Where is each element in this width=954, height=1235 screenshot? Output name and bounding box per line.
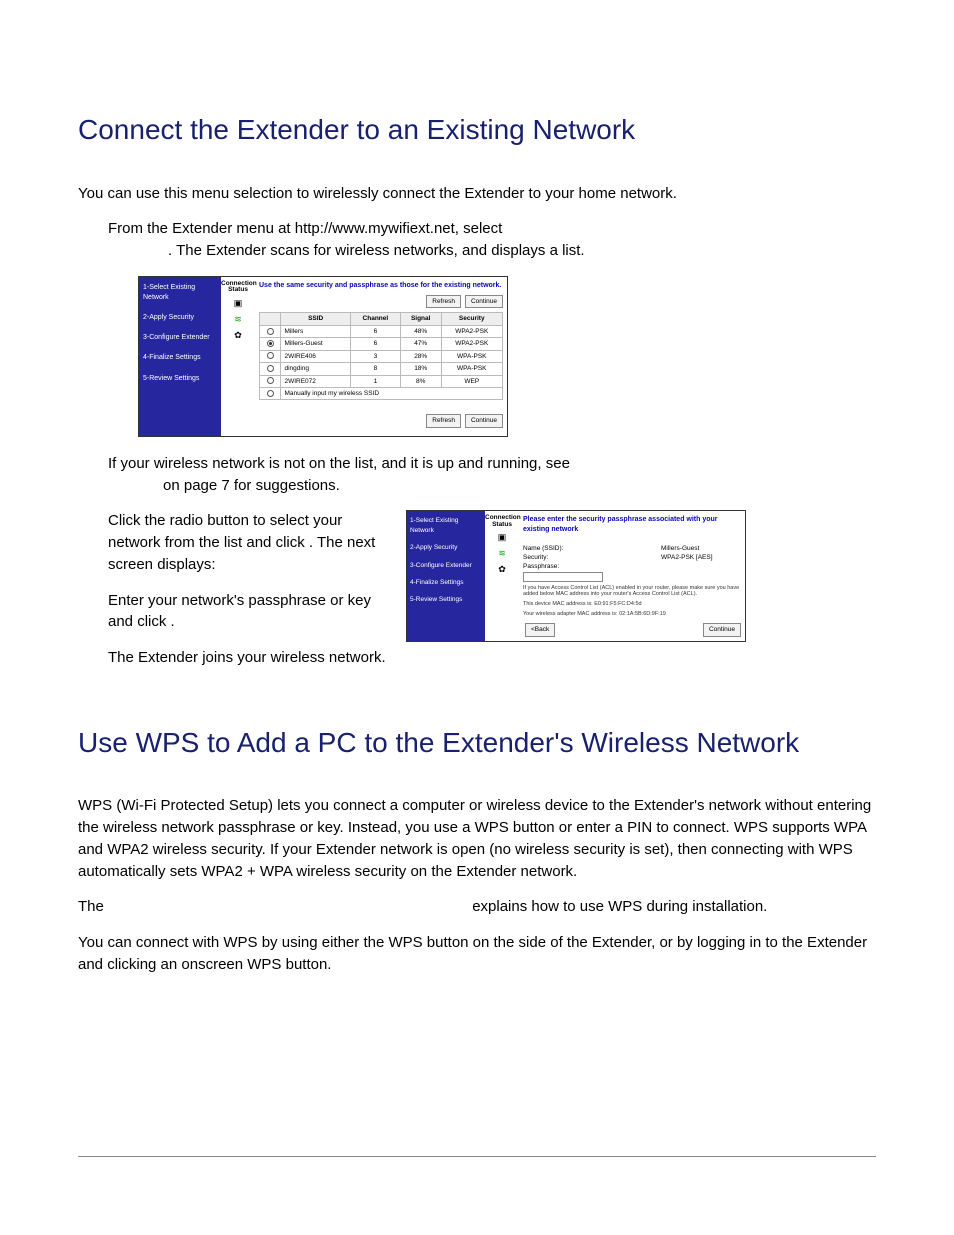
signal-cell: 47% bbox=[400, 338, 441, 350]
refresh-button[interactable]: Refresh bbox=[426, 295, 461, 308]
security-hint: Use the same security and passphrase as … bbox=[259, 281, 503, 291]
text: explains how to use WPS during installat… bbox=[472, 898, 767, 915]
status-column-2: Connection Status ▣ ≋ ✿ bbox=[485, 511, 519, 640]
table-row: dingding818%WPA-PSK bbox=[260, 363, 503, 375]
wps-description: WPS (Wi-Fi Protected Setup) lets you con… bbox=[78, 795, 876, 882]
signal-icon: ≋ bbox=[485, 547, 519, 560]
text: on page 7 for suggestions. bbox=[163, 477, 340, 494]
name-label: Name (SSID): bbox=[523, 544, 583, 553]
sidebar-step: 2-Apply Security bbox=[410, 543, 482, 552]
select-network-instruction: Click the radio button to select your ne… bbox=[108, 510, 388, 575]
status-column: Connection Status ▣ ≋ ✿ bbox=[221, 277, 255, 436]
radio-cell[interactable] bbox=[260, 338, 281, 350]
status-icon: ▣ bbox=[221, 297, 255, 310]
network-list-panel: Use the same security and passphrase as … bbox=[255, 277, 507, 436]
status-header: Connection Status bbox=[485, 515, 519, 528]
continue-button[interactable]: Continue bbox=[465, 295, 503, 308]
radio-cell[interactable] bbox=[260, 363, 281, 375]
status-icon: ▣ bbox=[485, 531, 519, 544]
page-title-2: Use WPS to Add a PC to the Extender's Wi… bbox=[78, 723, 876, 764]
sidebar-step: 1-Select Existing Network bbox=[410, 516, 482, 535]
signal-cell: 48% bbox=[400, 325, 441, 337]
sidebar-step: 5-Review Settings bbox=[143, 374, 217, 384]
table-row: 2WIRE406328%WPA-PSK bbox=[260, 350, 503, 362]
wps-connect-methods: You can connect with WPS by using either… bbox=[78, 932, 876, 976]
passphrase-input[interactable] bbox=[523, 572, 603, 582]
text: If your wireless network is not on the l… bbox=[108, 455, 570, 472]
col-signal: Signal bbox=[400, 313, 441, 325]
table-row: Millers-Guest647%WPA2-PSK bbox=[260, 338, 503, 350]
security-label: Security: bbox=[523, 553, 583, 562]
channel-cell: 6 bbox=[350, 325, 400, 337]
signal-icon: ≋ bbox=[221, 313, 255, 326]
device-mac: This device MAC address is: E0:91:F5:FC:… bbox=[523, 601, 741, 608]
enter-passphrase-instruction: Enter your network's passphrase or key a… bbox=[108, 590, 388, 634]
ssid-cell: dingding bbox=[281, 363, 350, 375]
radio-cell[interactable] bbox=[260, 350, 281, 362]
passphrase-screenshot: 1-Select Existing Network 2-Apply Securi… bbox=[406, 510, 746, 641]
channel-cell: 8 bbox=[350, 363, 400, 375]
sidebar-step: 1-Select Existing Network bbox=[143, 283, 217, 303]
ssid-cell: 2WIRE072 bbox=[281, 375, 350, 387]
continue-button-bottom[interactable]: Continue bbox=[465, 414, 503, 427]
security-cell: WPA-PSK bbox=[441, 350, 502, 362]
security-cell: WPA2-PSK bbox=[441, 325, 502, 337]
name-value: Millers-Guest bbox=[661, 544, 741, 553]
radio-cell[interactable] bbox=[260, 375, 281, 387]
signal-cell: 8% bbox=[400, 375, 441, 387]
table-row: 2WIRE07218%WEP bbox=[260, 375, 503, 387]
col-ssid: SSID bbox=[281, 313, 350, 325]
passphrase-hint: Please enter the security passphrase ass… bbox=[523, 515, 741, 535]
wizard-sidebar-2: 1-Select Existing Network 2-Apply Securi… bbox=[407, 511, 485, 640]
radio-manual[interactable] bbox=[260, 387, 281, 399]
sidebar-step: 5-Review Settings bbox=[410, 595, 482, 604]
signal-cell: 28% bbox=[400, 350, 441, 362]
instruction-line-2: . The Extender scans for wireless networ… bbox=[168, 242, 585, 259]
page-title-1: Connect the Extender to an Existing Netw… bbox=[78, 110, 876, 151]
refresh-button-bottom[interactable]: Refresh bbox=[426, 414, 461, 427]
sidebar-step: 2-Apply Security bbox=[143, 313, 217, 323]
not-listed-paragraph: If your wireless network is not on the l… bbox=[108, 453, 876, 497]
ssid-cell: Millers-Guest bbox=[281, 338, 350, 350]
security-value: WPA2-PSK [AES] bbox=[661, 553, 741, 562]
channel-cell: 3 bbox=[350, 350, 400, 362]
joins-network-text: The Extender joins your wireless network… bbox=[108, 647, 388, 669]
passphrase-label: Passphrase: bbox=[523, 562, 583, 571]
sidebar-step: 4-Finalize Settings bbox=[143, 353, 217, 363]
sidebar-step: 3-Configure Extender bbox=[143, 333, 217, 343]
ssid-cell: Millers bbox=[281, 325, 350, 337]
sidebar-step: 3-Configure Extender bbox=[410, 561, 482, 570]
gear-icon: ✿ bbox=[485, 563, 519, 576]
radio-cell[interactable] bbox=[260, 325, 281, 337]
acl-note: If you have Access Control List (ACL) en… bbox=[523, 585, 741, 598]
signal-cell: 18% bbox=[400, 363, 441, 375]
page-footer-rule bbox=[78, 1156, 876, 1157]
status-header: Connection Status bbox=[221, 281, 255, 294]
intro-paragraph: You can use this menu selection to wirel… bbox=[78, 183, 876, 205]
channel-cell: 6 bbox=[350, 338, 400, 350]
passphrase-panel: Please enter the security passphrase ass… bbox=[519, 511, 745, 640]
table-row: Millers648%WPA2-PSK bbox=[260, 325, 503, 337]
gear-icon: ✿ bbox=[221, 329, 255, 342]
instruction-line-1: From the Extender menu at http://www.myw… bbox=[108, 220, 502, 237]
col-channel: Channel bbox=[350, 313, 400, 325]
adapter-mac: Your wireless adapter MAC address is: 02… bbox=[523, 611, 741, 618]
security-cell: WPA-PSK bbox=[441, 363, 502, 375]
security-cell: WPA2-PSK bbox=[441, 338, 502, 350]
channel-cell: 1 bbox=[350, 375, 400, 387]
sidebar-step: 4-Finalize Settings bbox=[410, 578, 482, 587]
col-select bbox=[260, 313, 281, 325]
security-cell: WEP bbox=[441, 375, 502, 387]
back-button[interactable]: <Back bbox=[525, 623, 555, 636]
wps-install-guide-ref: The explains how to use WPS during insta… bbox=[78, 896, 876, 918]
wizard-sidebar: 1-Select Existing Network 2-Apply Securi… bbox=[139, 277, 221, 436]
col-security: Security bbox=[441, 313, 502, 325]
text: The bbox=[78, 898, 108, 915]
manual-ssid-option[interactable]: Manually input my wireless SSID bbox=[281, 387, 503, 399]
ssid-cell: 2WIRE406 bbox=[281, 350, 350, 362]
network-table: SSID Channel Signal Security Millers648%… bbox=[259, 312, 503, 400]
step-instruction: From the Extender menu at http://www.myw… bbox=[108, 218, 876, 262]
network-list-screenshot: 1-Select Existing Network 2-Apply Securi… bbox=[138, 276, 508, 437]
continue-button-2[interactable]: Continue bbox=[703, 623, 741, 636]
